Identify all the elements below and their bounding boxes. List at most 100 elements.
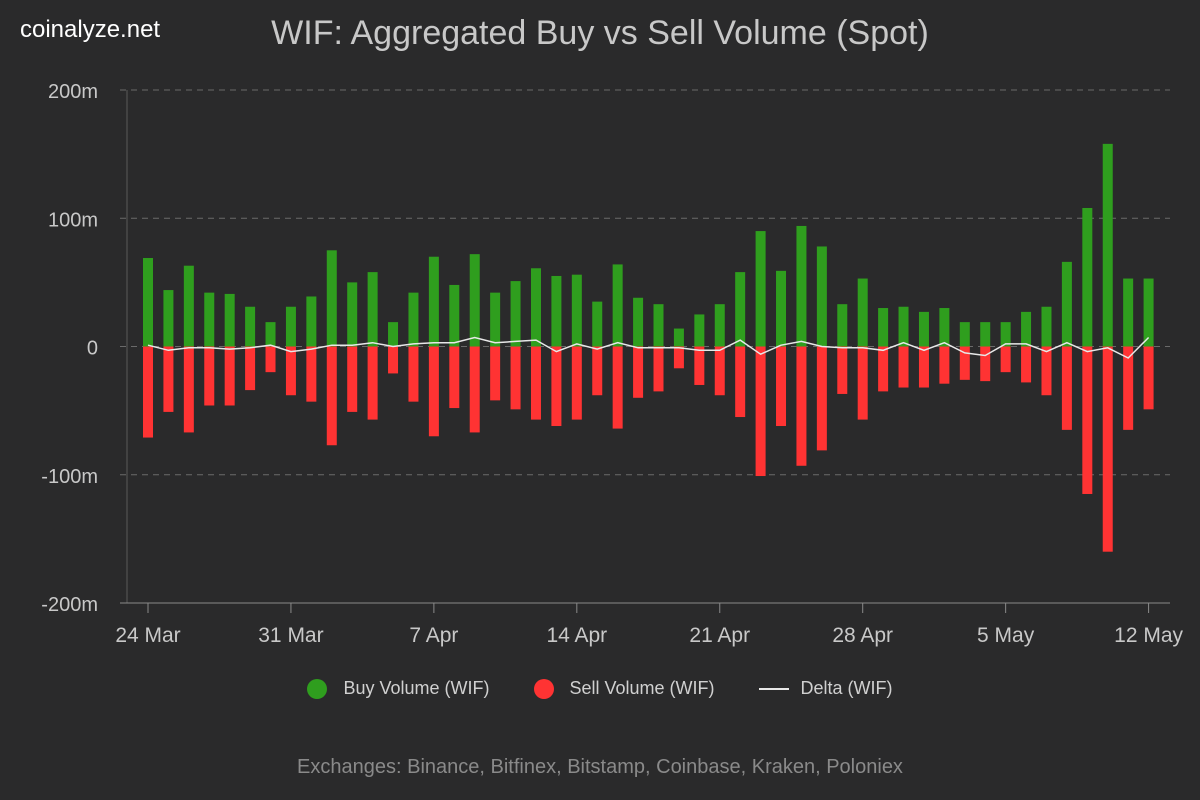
y-tick-label: 0 bbox=[87, 338, 98, 360]
buy-bar bbox=[1082, 207, 1093, 347]
buy-bar bbox=[837, 304, 848, 347]
delta-line bbox=[147, 336, 1150, 359]
sell-bar bbox=[673, 346, 684, 369]
sell-dot-icon bbox=[533, 678, 554, 699]
buy-bar bbox=[1021, 311, 1032, 347]
legend-label-delta: Delta (WIF) bbox=[800, 678, 893, 698]
x-tick-label: 24 Mar bbox=[115, 624, 180, 647]
buy-bar bbox=[408, 292, 419, 347]
sell-bar bbox=[612, 346, 623, 429]
y-tick-label: 100m bbox=[48, 209, 98, 231]
sell-bar bbox=[326, 346, 337, 446]
sell-bar bbox=[837, 346, 848, 394]
y-tick-label: 200m bbox=[48, 81, 98, 103]
buy-bar bbox=[714, 304, 725, 347]
buy-bar bbox=[1123, 278, 1134, 347]
exchanges-footer: Exchanges: Binance, Bitfinex, Bitstamp, … bbox=[297, 756, 903, 778]
buy-bar bbox=[428, 256, 439, 347]
buy-bar bbox=[878, 308, 889, 347]
sell-bar bbox=[816, 346, 827, 451]
buy-bar bbox=[1061, 261, 1072, 347]
sell-bar bbox=[592, 346, 603, 396]
x-tick-label: 14 Apr bbox=[546, 624, 607, 647]
sell-bar bbox=[1102, 346, 1113, 552]
buy-bar bbox=[1143, 278, 1154, 347]
sell-bar bbox=[735, 346, 746, 418]
sell-bar bbox=[1082, 346, 1093, 494]
buy-bar bbox=[1000, 322, 1011, 347]
y-tick-label: -100m bbox=[41, 466, 98, 488]
x-tick-label: 31 Mar bbox=[258, 624, 323, 647]
buy-bar bbox=[143, 258, 153, 347]
sell-bar bbox=[449, 346, 460, 409]
buy-bar bbox=[204, 292, 215, 347]
x-tick-label: 5 May bbox=[977, 624, 1035, 647]
buy-bar bbox=[265, 322, 276, 347]
sell-bar bbox=[633, 346, 644, 398]
sell-bar bbox=[776, 346, 787, 427]
buy-bar bbox=[326, 250, 337, 347]
buy-bar bbox=[571, 274, 582, 347]
sell-bar bbox=[571, 346, 582, 420]
buy-bar bbox=[918, 311, 929, 347]
site-watermark[interactable]: coinalyze.net bbox=[20, 16, 161, 43]
sell-bar bbox=[510, 346, 521, 410]
sell-bar bbox=[408, 346, 419, 402]
sell-bar bbox=[980, 346, 991, 382]
sell-bar bbox=[1123, 346, 1134, 430]
sell-bar bbox=[1021, 346, 1032, 383]
chart-title: WIF: Aggregated Buy vs Sell Volume (Spot… bbox=[271, 14, 929, 52]
buy-dot-icon bbox=[307, 678, 328, 699]
buy-bar bbox=[245, 306, 256, 347]
buy-bar bbox=[857, 278, 868, 347]
buy-bar bbox=[1102, 143, 1113, 347]
sell-bar bbox=[204, 346, 215, 406]
sell-bar bbox=[143, 346, 153, 438]
buy-bar bbox=[1041, 306, 1052, 347]
sell-bar bbox=[183, 346, 194, 433]
buy-bar bbox=[224, 293, 235, 347]
buy-bar bbox=[816, 246, 827, 347]
sell-bar bbox=[469, 346, 480, 433]
buy-bar bbox=[183, 265, 194, 347]
y-tick-label: -200m bbox=[41, 594, 98, 616]
sell-bar bbox=[163, 346, 174, 412]
buy-bar bbox=[510, 281, 521, 347]
buy-bar bbox=[939, 308, 950, 347]
buy-bar bbox=[367, 272, 378, 347]
sell-bar bbox=[367, 346, 378, 420]
buy-bar bbox=[694, 314, 705, 347]
sell-bar bbox=[224, 346, 235, 406]
legend-label-sell: Sell Volume (WIF) bbox=[569, 678, 715, 698]
x-tick-label: 7 Apr bbox=[409, 624, 458, 647]
sell-bar bbox=[1000, 346, 1011, 373]
buy-bar bbox=[612, 264, 623, 347]
x-tick-label: 12 May bbox=[1114, 624, 1183, 647]
buy-bar bbox=[796, 225, 807, 347]
delta-line-icon bbox=[758, 687, 789, 690]
sell-bar bbox=[245, 346, 256, 391]
legend: Buy Volume (WIF) Sell Volume (WIF) Delta… bbox=[0, 678, 1200, 699]
sell-bar bbox=[959, 346, 970, 380]
sell-bar bbox=[388, 346, 399, 374]
x-tick-label: 21 Apr bbox=[689, 624, 750, 647]
sell-bar bbox=[694, 346, 705, 385]
sell-bar bbox=[551, 346, 562, 427]
legend-item-buy[interactable]: Buy Volume (WIF) bbox=[307, 678, 490, 699]
sell-bar bbox=[1041, 346, 1052, 396]
buy-bar bbox=[776, 270, 787, 347]
buy-bar bbox=[592, 301, 603, 347]
sell-bar bbox=[918, 346, 929, 388]
buy-bar bbox=[755, 231, 766, 347]
sell-bar bbox=[898, 346, 909, 388]
legend-label-buy: Buy Volume (WIF) bbox=[343, 678, 490, 698]
legend-item-sell[interactable]: Sell Volume (WIF) bbox=[533, 678, 715, 699]
buy-bar bbox=[551, 275, 562, 347]
sell-bar bbox=[796, 346, 807, 466]
sell-bar bbox=[285, 346, 296, 396]
legend-item-delta[interactable]: Delta (WIF) bbox=[758, 678, 893, 699]
sell-bar bbox=[1061, 346, 1072, 430]
buy-bar bbox=[653, 304, 664, 347]
sell-bar bbox=[857, 346, 868, 420]
sell-bar bbox=[428, 346, 439, 437]
